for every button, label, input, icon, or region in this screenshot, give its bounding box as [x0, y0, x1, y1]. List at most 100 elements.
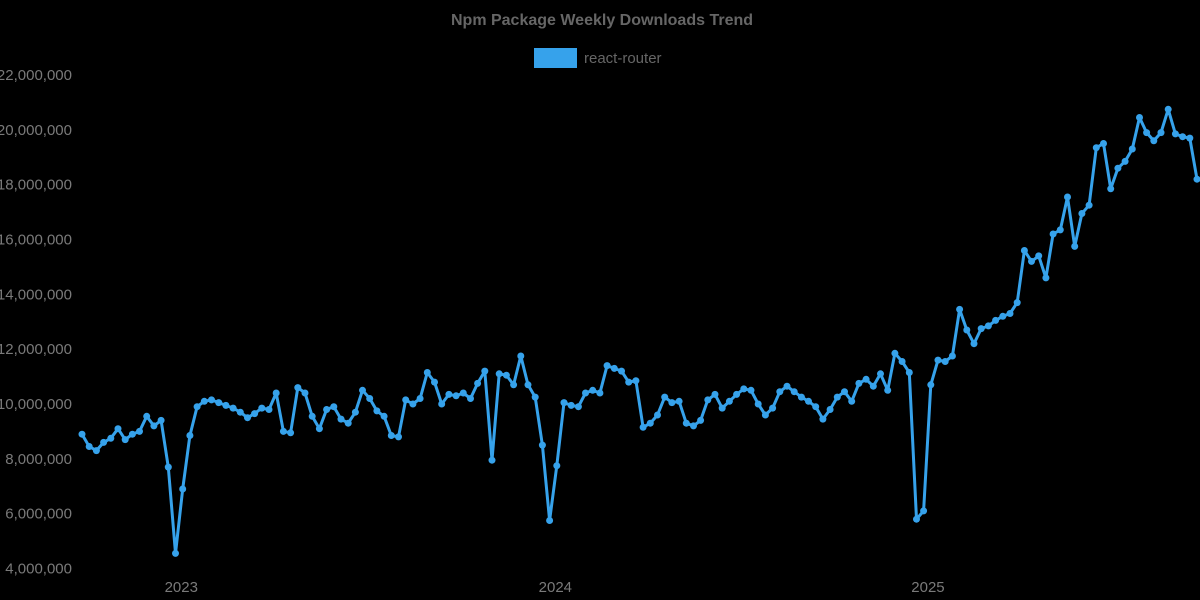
data-point[interactable] — [812, 403, 820, 411]
data-point[interactable] — [1049, 230, 1057, 238]
data-point[interactable] — [272, 389, 280, 397]
legend[interactable]: react-router — [534, 48, 662, 68]
data-point[interactable] — [1128, 145, 1136, 153]
data-point[interactable] — [654, 411, 661, 419]
data-point[interactable] — [560, 399, 568, 407]
data-point[interactable] — [452, 392, 460, 400]
data-point[interactable] — [567, 401, 575, 409]
data-point[interactable] — [632, 377, 640, 385]
data-point[interactable] — [747, 386, 755, 394]
data-point[interactable] — [121, 436, 129, 444]
data-point[interactable] — [287, 429, 295, 437]
data-point[interactable] — [222, 401, 230, 409]
data-point[interactable] — [301, 389, 309, 397]
data-point[interactable] — [1013, 299, 1021, 307]
data-point[interactable] — [481, 367, 489, 375]
data-point[interactable] — [761, 411, 769, 419]
data-point[interactable] — [725, 397, 733, 405]
data-point[interactable] — [603, 362, 611, 370]
data-point[interactable] — [366, 395, 374, 402]
data-point[interactable] — [618, 367, 625, 375]
data-point[interactable] — [977, 325, 985, 333]
data-point[interactable] — [1028, 257, 1035, 265]
data-point[interactable] — [1186, 134, 1194, 142]
data-point[interactable] — [733, 390, 741, 398]
data-point[interactable] — [841, 388, 848, 396]
data-point[interactable] — [992, 316, 1000, 324]
data-point[interactable] — [150, 422, 158, 430]
data-point[interactable] — [646, 419, 654, 427]
data-point[interactable] — [582, 389, 589, 397]
data-point[interactable] — [1020, 247, 1028, 254]
data-point[interactable] — [1078, 210, 1086, 217]
data-point[interactable] — [1056, 226, 1064, 234]
data-point[interactable] — [100, 438, 108, 446]
data-point[interactable] — [1121, 157, 1129, 165]
data-point[interactable] — [114, 425, 122, 433]
data-point[interactable] — [1136, 114, 1143, 121]
data-point[interactable] — [589, 386, 597, 394]
data-point[interactable] — [891, 349, 899, 357]
data-point[interactable] — [1164, 105, 1172, 113]
data-point[interactable] — [344, 419, 352, 427]
data-point[interactable] — [157, 416, 165, 424]
data-point[interactable] — [1114, 164, 1122, 172]
data-point[interactable] — [1071, 242, 1079, 250]
data-point[interactable] — [776, 388, 784, 396]
data-point[interactable] — [913, 515, 920, 523]
data-point[interactable] — [797, 393, 805, 401]
data-point[interactable] — [1150, 137, 1158, 145]
data-point[interactable] — [970, 340, 978, 348]
data-point[interactable] — [200, 397, 208, 405]
data-point[interactable] — [136, 427, 143, 435]
data-point[interactable] — [1100, 140, 1107, 147]
data-point[interactable] — [258, 404, 266, 412]
data-point[interactable] — [963, 326, 971, 334]
data-point[interactable] — [790, 388, 798, 396]
data-point[interactable] — [819, 415, 827, 423]
data-point[interactable] — [474, 379, 482, 387]
data-point[interactable] — [956, 305, 964, 313]
data-point[interactable] — [661, 393, 669, 401]
data-point[interactable] — [610, 364, 618, 372]
data-point[interactable] — [85, 443, 93, 450]
data-point[interactable] — [848, 397, 856, 405]
data-point[interactable] — [236, 408, 244, 416]
data-point[interactable] — [380, 412, 388, 420]
data-point[interactable] — [690, 422, 697, 430]
data-point[interactable] — [315, 425, 323, 433]
data-point[interactable] — [740, 385, 748, 393]
data-point[interactable] — [920, 507, 928, 515]
data-point[interactable] — [704, 396, 712, 404]
data-point[interactable] — [833, 393, 841, 401]
data-point[interactable] — [359, 386, 366, 394]
data-point[interactable] — [941, 358, 949, 365]
data-point[interactable] — [999, 312, 1007, 320]
data-point[interactable] — [984, 322, 992, 330]
data-point[interactable] — [1006, 310, 1014, 317]
data-point[interactable] — [1193, 175, 1200, 183]
data-point[interactable] — [538, 441, 546, 449]
data-point[interactable] — [668, 399, 676, 407]
data-point[interactable] — [164, 463, 172, 471]
data-point[interactable] — [495, 370, 503, 378]
data-point[interactable] — [431, 378, 438, 386]
data-point[interactable] — [395, 433, 402, 441]
data-point[interactable] — [172, 549, 179, 557]
data-point[interactable] — [373, 407, 381, 415]
data-point[interactable] — [898, 358, 906, 365]
data-point[interactable] — [596, 389, 604, 397]
data-point[interactable] — [783, 382, 791, 390]
data-point[interactable] — [905, 369, 913, 376]
data-point[interactable] — [438, 400, 446, 408]
data-point[interactable] — [697, 416, 705, 424]
data-point[interactable] — [351, 408, 359, 416]
data-point[interactable] — [459, 389, 467, 397]
data-point[interactable] — [1085, 201, 1093, 209]
data-point[interactable] — [244, 414, 251, 422]
data-point[interactable] — [574, 403, 582, 411]
data-point[interactable] — [330, 403, 338, 411]
data-point[interactable] — [215, 399, 223, 407]
data-point[interactable] — [1064, 193, 1071, 201]
